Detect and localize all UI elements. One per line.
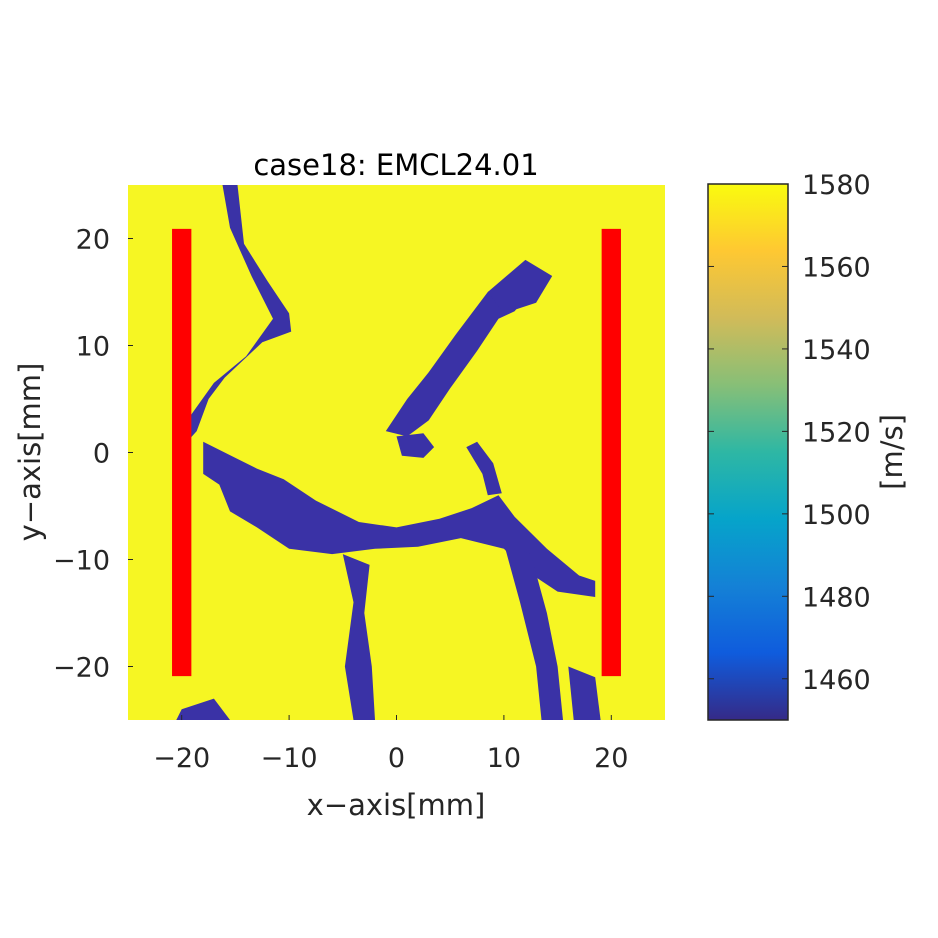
colorbar-ticks: 1580 1560 1540 1520 1500 1480 1460	[708, 170, 871, 696]
colorbar-tick-label: 1560	[802, 252, 871, 283]
y-tick-label: −10	[53, 546, 110, 577]
x-tick-label: 0	[388, 743, 405, 774]
colorbar	[707, 183, 789, 721]
chart-title: case18: EMCL24.01	[253, 148, 538, 182]
colorbar-tick-label: 1540	[802, 335, 871, 366]
colorbar-label: [m/s]	[875, 414, 909, 490]
y-tick-label: 10	[76, 332, 110, 363]
x-axis-label: x−axis[mm]	[307, 788, 486, 822]
y-tick-label: −20	[53, 653, 110, 684]
inclusion-region-8	[568, 666, 601, 720]
colorbar-tick-label: 1520	[802, 417, 871, 448]
x-tick-label: 20	[594, 743, 628, 774]
inclusion-region-9	[176, 698, 230, 720]
inclusion-region-5	[466, 441, 502, 496]
y-axis-label: y−axis[mm]	[13, 363, 47, 542]
inclusion-region-1	[203, 441, 596, 597]
x-axis-ticks: −20 −10 0 10 20	[153, 715, 628, 774]
plot-area	[128, 185, 665, 720]
colorbar-tick-label: 1460	[802, 665, 871, 696]
inclusion-region-2	[385, 276, 531, 437]
x-tick-label: −20	[153, 743, 210, 774]
inclusion-region-0	[187, 185, 292, 442]
y-axis-ticks: 20 10 0 −10 −20	[53, 225, 133, 684]
y-tick-label: 20	[76, 225, 110, 256]
x-tick-label: −10	[261, 743, 318, 774]
x-tick-label: 10	[487, 743, 521, 774]
inclusion-region-4	[396, 433, 435, 458]
transducer-bar-0	[172, 228, 192, 677]
colorbar-tick-label: 1480	[802, 582, 871, 613]
colorbar-tick-label: 1580	[802, 170, 871, 201]
transducer-bar-1	[601, 228, 621, 677]
y-tick-label: 0	[93, 439, 110, 470]
colorbar-tick-label: 1500	[802, 500, 871, 531]
inclusion-region-3	[487, 259, 553, 314]
inclusion-region-7	[503, 543, 563, 720]
inclusion-region-6	[342, 554, 375, 720]
